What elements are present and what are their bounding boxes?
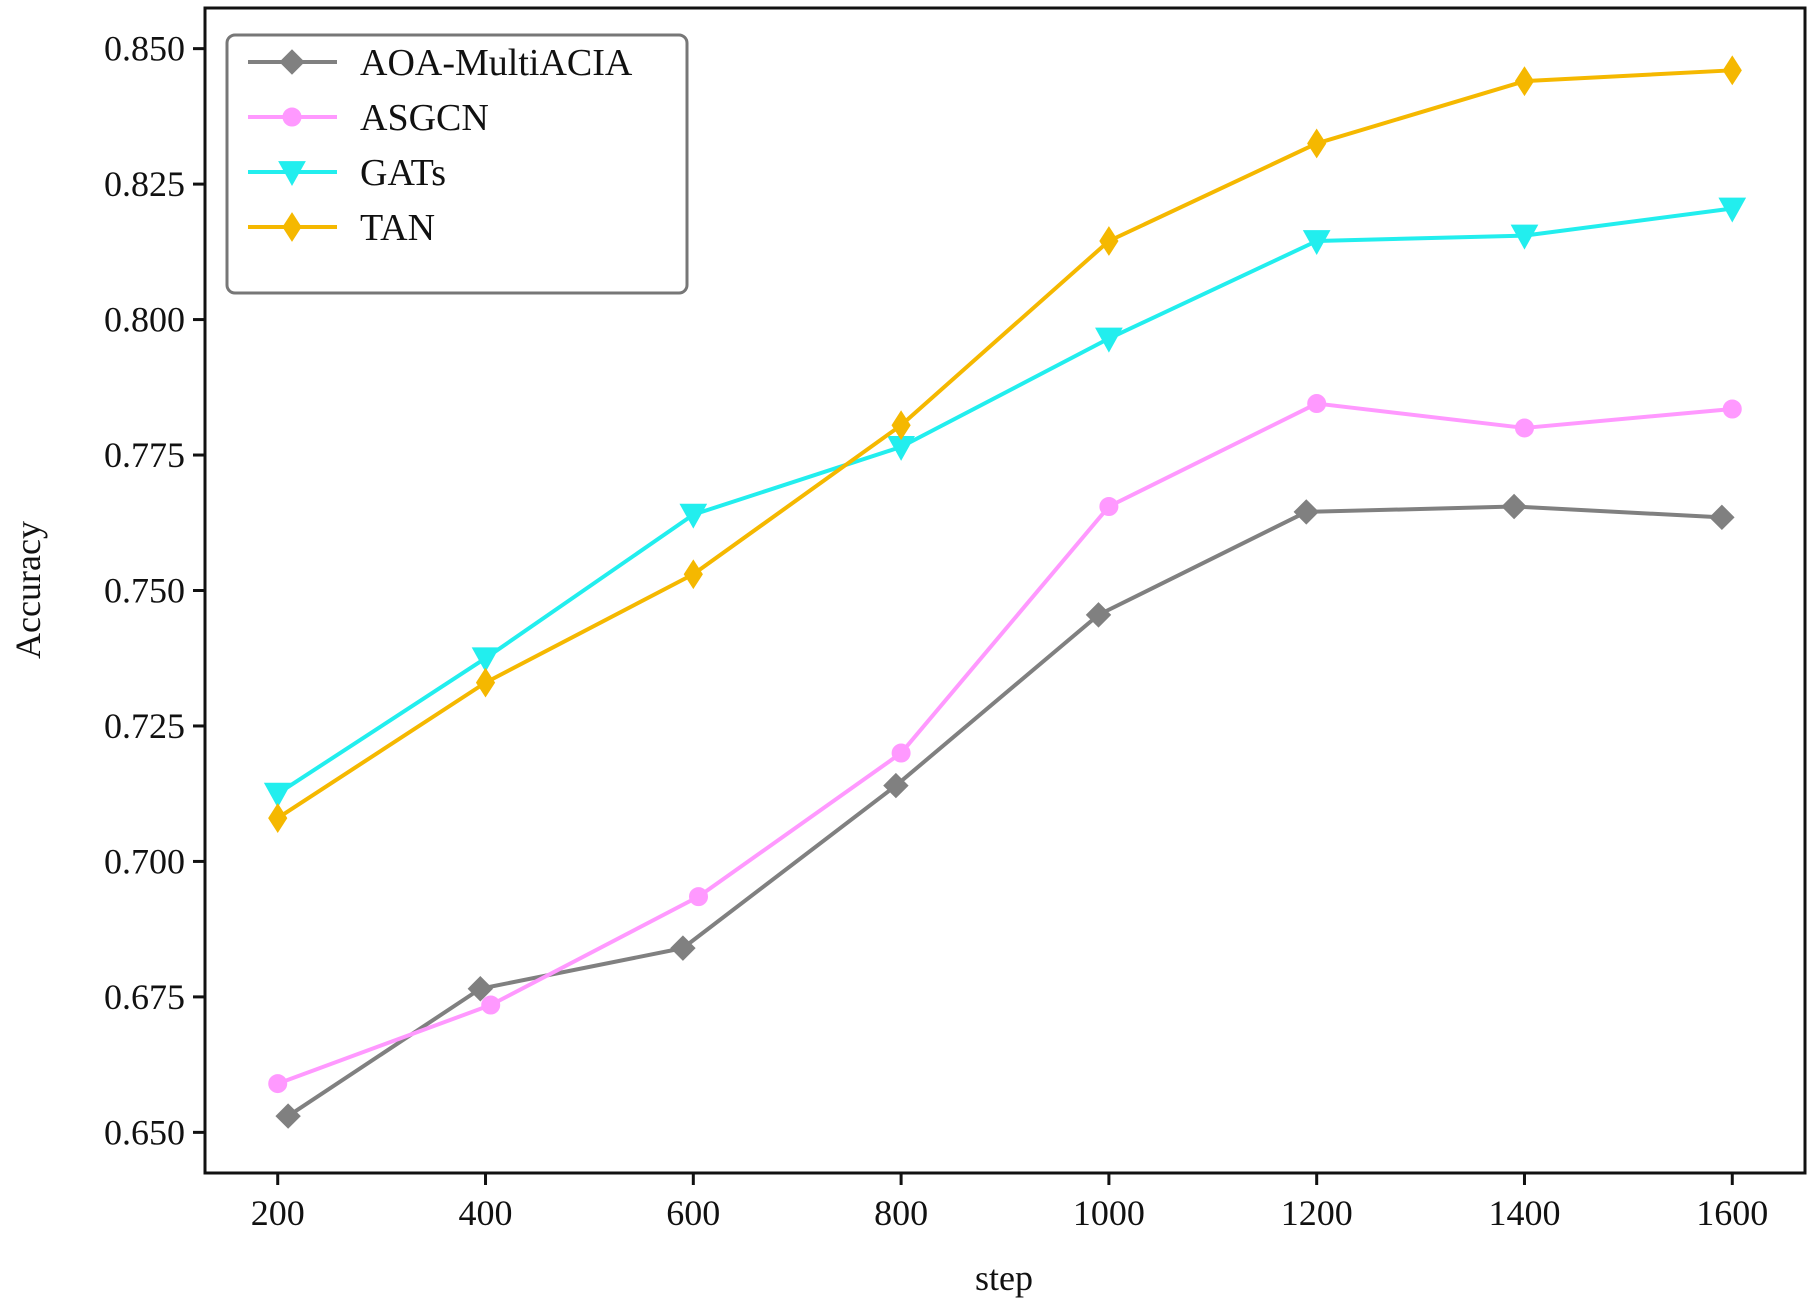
- data-point: [1501, 493, 1527, 520]
- y-tick-label: 0.850: [104, 29, 185, 69]
- y-tick-label: 0.725: [104, 706, 185, 746]
- data-point: [1307, 394, 1327, 414]
- data-point: [891, 410, 911, 441]
- data-point: [481, 995, 501, 1015]
- data-point: [1085, 602, 1112, 628]
- legend-marker: [278, 161, 306, 187]
- series-line: [276, 68, 1733, 820]
- data-point: [1709, 504, 1735, 531]
- legend-marker: [279, 49, 305, 75]
- data-point: [1302, 230, 1331, 256]
- series-2: [263, 197, 1747, 808]
- series-0: [275, 493, 1735, 1129]
- y-axis: 0.650 0.675 0.700 0.725 0.750 0.775 0.800 0.825…: [104, 29, 205, 1152]
- data-point: [670, 935, 696, 961]
- legend-box: [225, 33, 689, 295]
- data-point: [467, 976, 494, 1002]
- data-point: [1722, 399, 1742, 419]
- data-point: [1510, 224, 1539, 250]
- data-point: [1718, 197, 1747, 223]
- data-point: [1099, 497, 1119, 517]
- x-tick-label: 800: [874, 1193, 928, 1233]
- data-point: [263, 782, 292, 808]
- data-point: [1293, 499, 1320, 525]
- y-tick-label: 0.675: [104, 977, 185, 1017]
- x-tick-label: 400: [459, 1193, 513, 1233]
- data-point: [683, 559, 703, 590]
- data-point: [475, 667, 496, 698]
- x-axis: 200 400 600 800 1000 1200 1400 1600: [251, 1173, 1768, 1233]
- data-point: [1722, 55, 1742, 86]
- data-point: [891, 743, 911, 763]
- legend-label: TAN: [360, 207, 435, 249]
- x-tick-label: 1600: [1696, 1193, 1768, 1233]
- legend-label: AOA-MultiACIA: [360, 42, 633, 84]
- series-1: [268, 394, 1742, 1094]
- data-point: [883, 772, 909, 799]
- series-line: [277, 401, 1733, 1086]
- data-point: [471, 647, 500, 673]
- legend-marker: [282, 212, 302, 242]
- y-axis-title: Accuracy: [8, 521, 48, 659]
- legend-label: ASGCN: [360, 97, 489, 139]
- data-point: [1307, 128, 1327, 159]
- legend-label: GATs: [360, 152, 446, 194]
- data-point: [1099, 226, 1119, 256]
- data-point: [268, 1074, 288, 1094]
- y-tick-label: 0.650: [104, 1112, 185, 1152]
- x-axis-title: step: [975, 1258, 1033, 1298]
- y-tick-label: 0.775: [104, 435, 185, 475]
- x-tick-label: 600: [666, 1193, 720, 1233]
- data-point: [1514, 418, 1534, 438]
- x-tick-label: 200: [251, 1193, 305, 1233]
- x-tick-label: 1400: [1488, 1193, 1560, 1233]
- data-point: [268, 803, 288, 834]
- y-tick-label: 0.700: [104, 841, 185, 881]
- data-point: [689, 887, 709, 907]
- data-point: [1095, 327, 1123, 353]
- x-tick-label: 1000: [1073, 1193, 1145, 1233]
- data-point: [679, 503, 708, 529]
- data-point: [1514, 66, 1535, 97]
- data-point: [275, 1103, 301, 1129]
- legend-marker: [282, 107, 302, 127]
- series-layer: [263, 55, 1747, 1129]
- series-3: [268, 55, 1742, 834]
- x-tick-label: 1200: [1281, 1193, 1353, 1233]
- y-tick-label: 0.750: [104, 571, 185, 611]
- y-tick-label: 0.825: [104, 164, 185, 204]
- series-line: [276, 206, 1733, 796]
- series-line: [287, 504, 1722, 1118]
- y-tick-label: 0.800: [104, 300, 185, 340]
- legend: AOA-MultiACIA ASGCN GATs TAN: [225, 33, 689, 295]
